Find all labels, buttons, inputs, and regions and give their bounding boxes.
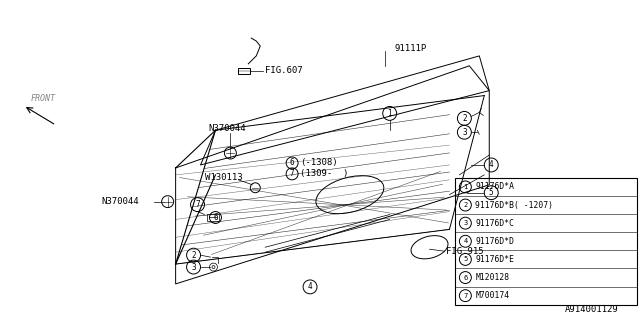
Text: 7: 7 [195,200,200,209]
Text: 91176D*D: 91176D*D [476,237,515,246]
Text: 6: 6 [213,213,218,222]
Text: 91176D*B( -1207): 91176D*B( -1207) [476,201,554,210]
Text: 6: 6 [290,158,294,167]
Text: 3: 3 [191,263,196,272]
Text: FIG.607: FIG.607 [265,66,303,75]
Text: N370044: N370044 [101,197,139,206]
Text: 5: 5 [463,256,467,262]
Text: W130113: W130113 [205,173,243,182]
Text: 4: 4 [308,282,312,292]
Text: 7: 7 [290,169,294,178]
Text: 1: 1 [387,109,392,118]
Text: 7: 7 [463,293,467,299]
Text: FIG.915: FIG.915 [447,247,484,256]
Text: M700174: M700174 [476,291,509,300]
Text: FRONT: FRONT [31,94,56,103]
Text: 2: 2 [462,114,467,123]
Text: 91176D*C: 91176D*C [476,219,515,228]
Text: 3: 3 [462,128,467,137]
Text: 4: 4 [489,160,493,170]
Text: 6: 6 [463,275,467,281]
Text: (-1308): (-1308) [300,158,338,167]
Text: 2: 2 [191,251,196,260]
Text: 91111P: 91111P [395,44,427,53]
Text: 3: 3 [463,220,467,226]
Text: 4: 4 [463,238,467,244]
Text: 91176D*E: 91176D*E [476,255,515,264]
Text: 5: 5 [489,188,493,197]
Text: M120128: M120128 [476,273,509,282]
Text: (1309-  ): (1309- ) [300,169,348,178]
Text: A914001129: A914001129 [565,305,619,314]
Text: 91176D*A: 91176D*A [476,182,515,191]
Text: 2: 2 [463,202,467,208]
Text: N370044: N370044 [209,124,246,133]
Text: 1: 1 [463,184,467,190]
